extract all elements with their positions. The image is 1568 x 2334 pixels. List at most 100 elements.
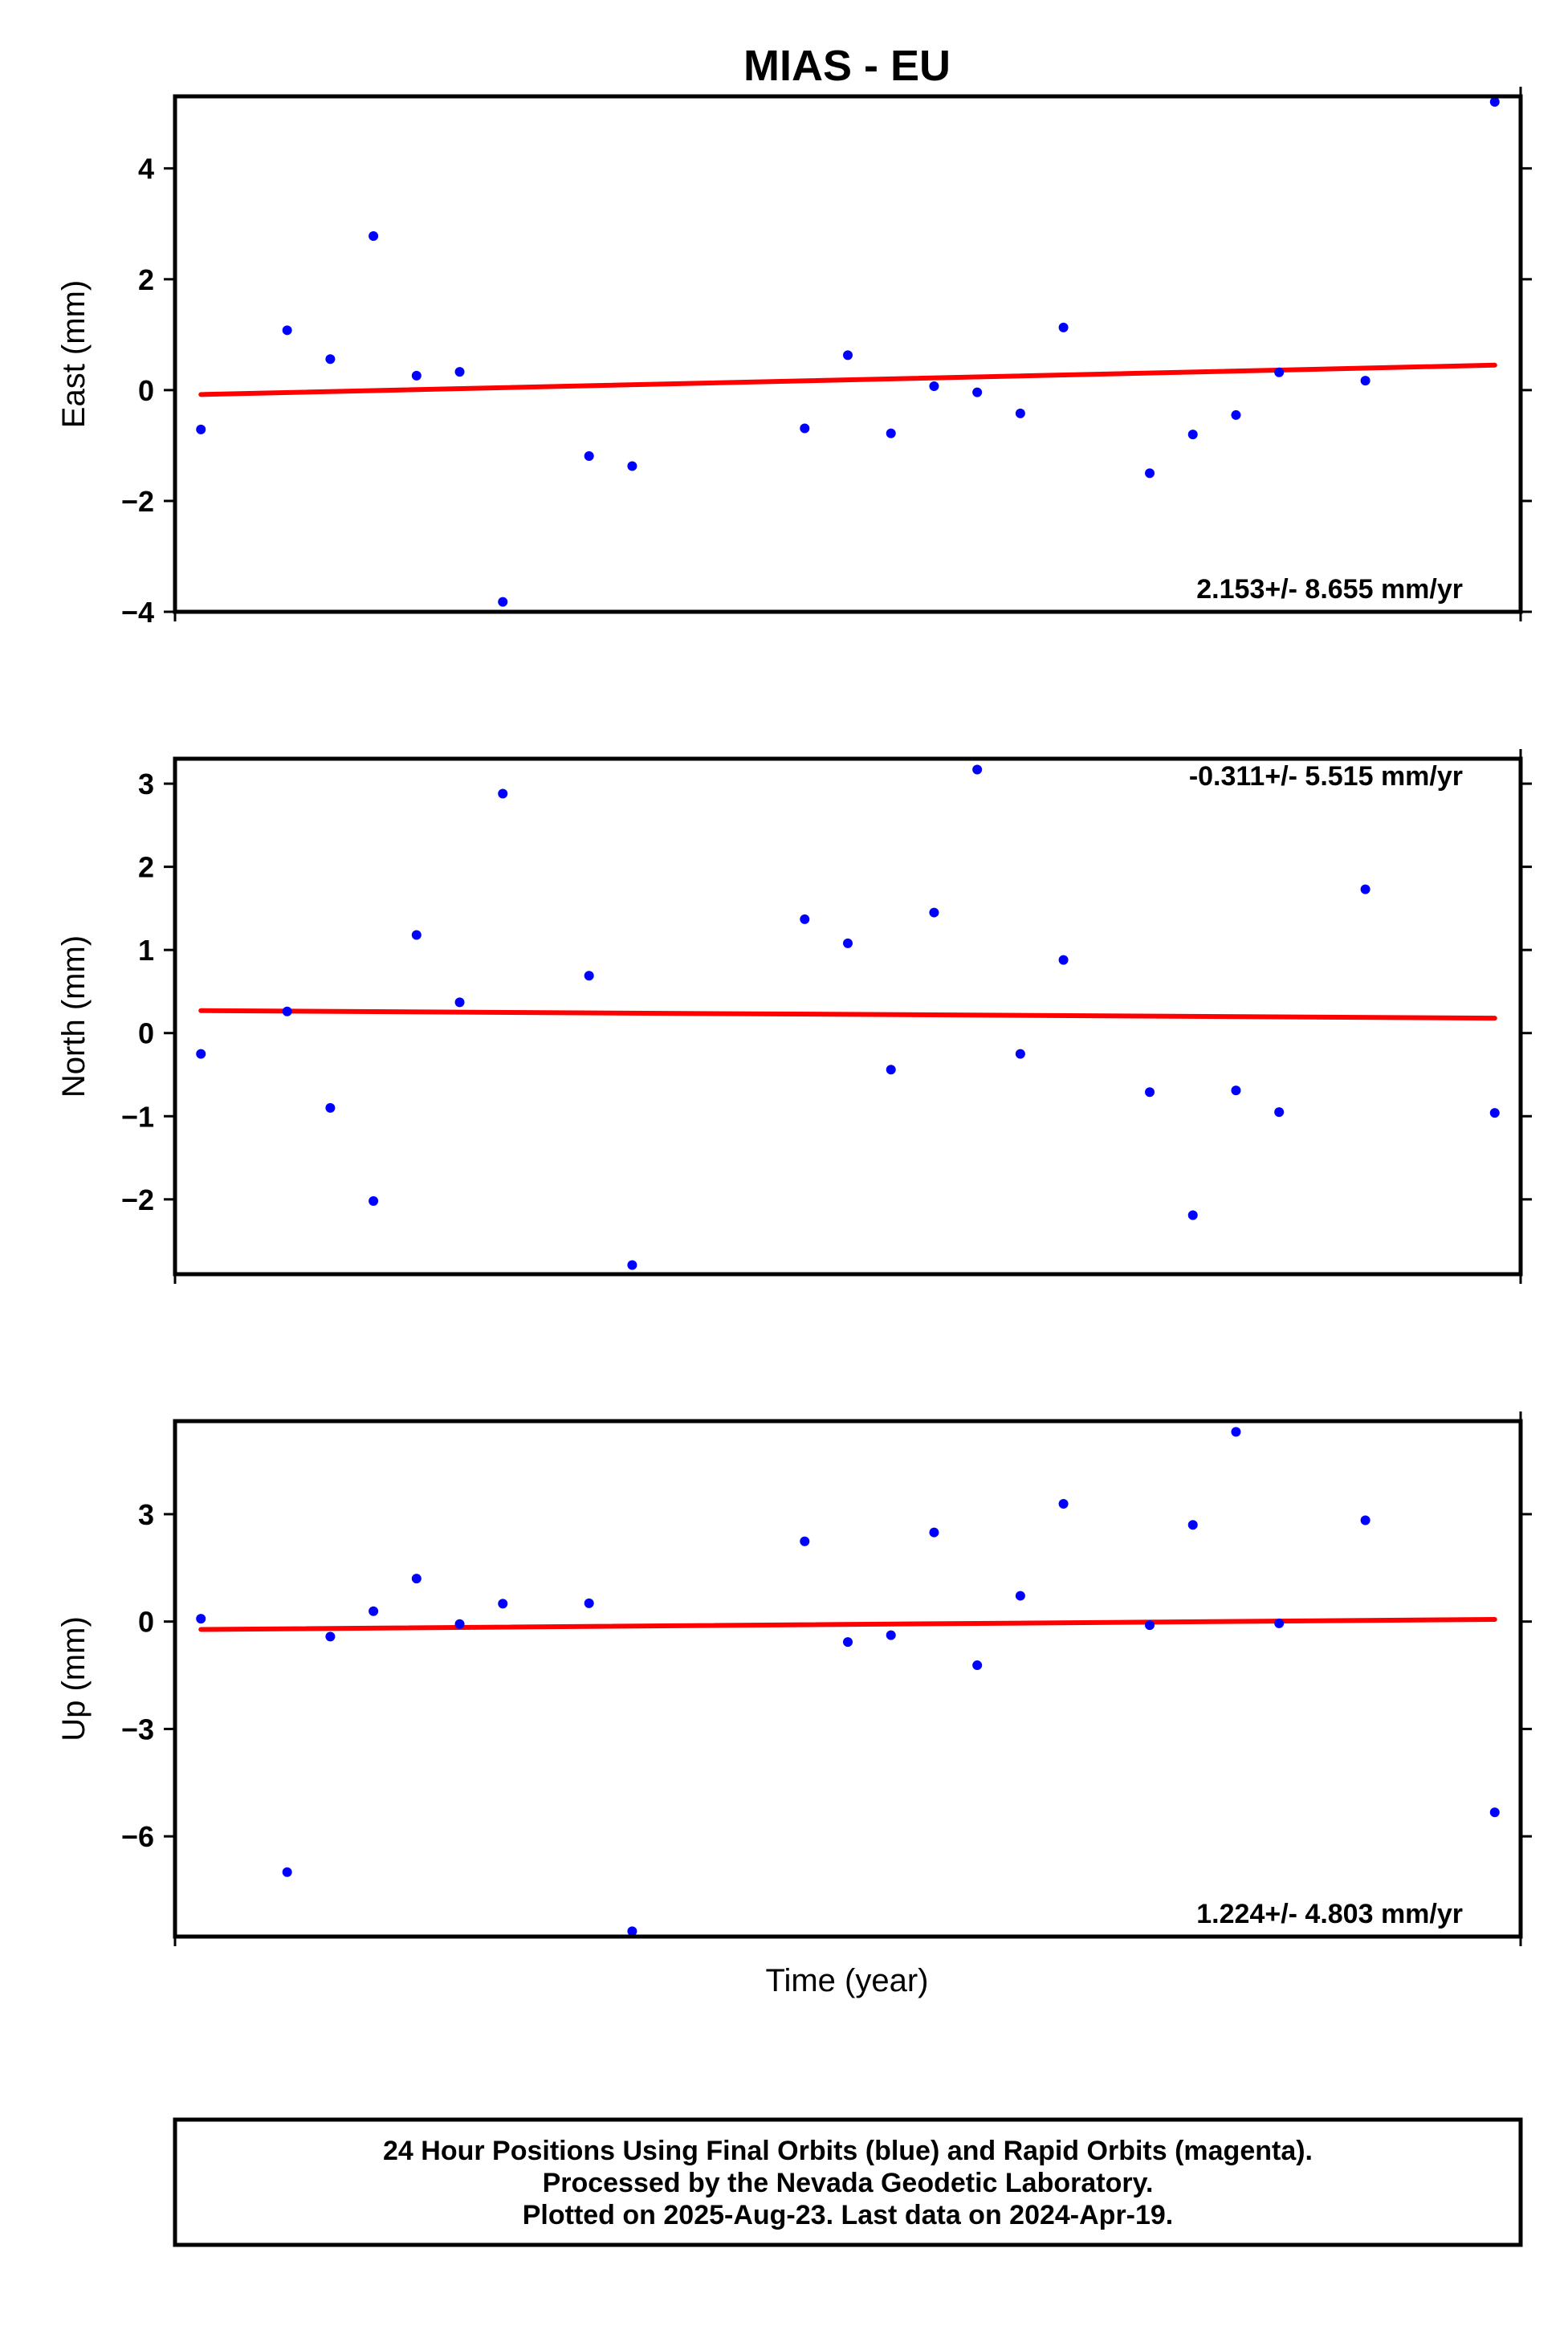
up-data-point: [1058, 1498, 1069, 1509]
up-data-point: [325, 1631, 336, 1642]
east-data-point: [1360, 376, 1370, 386]
east-data-point: [1145, 468, 1155, 479]
up-data-point: [1187, 1520, 1198, 1530]
east-data-point: [972, 387, 983, 397]
east-tick-label: 0: [138, 374, 154, 407]
north-data-point: [1489, 1108, 1500, 1118]
up-plot-frame: [173, 1419, 1523, 1939]
up-data-point: [454, 1619, 465, 1629]
x-axis-label: Time (year): [766, 1963, 929, 1998]
north-tick-label: 3: [138, 768, 154, 800]
east-data-point: [1489, 96, 1500, 107]
north-tick-label: −2: [121, 1183, 154, 1216]
up-rate-annotation: 1.224+/- 4.803 mm/yr: [1196, 1899, 1463, 1929]
up-tick-label: −3: [121, 1713, 154, 1745]
up-data-point: [196, 1614, 206, 1624]
footer-line-1: 24 Hour Positions Using Final Orbits (bl…: [383, 2136, 1313, 2166]
east-tick-label: −4: [121, 596, 154, 629]
north-data-point: [498, 788, 508, 799]
east-data-point: [196, 424, 206, 434]
north-data-point: [584, 971, 594, 981]
up-tick-label: 0: [138, 1606, 154, 1639]
east-data-point: [584, 451, 594, 462]
north-data-point: [1145, 1087, 1155, 1098]
east-data-point: [325, 354, 336, 365]
north-data-point: [369, 1196, 379, 1206]
east-tick-label: 4: [138, 153, 154, 185]
up-trend-line: [198, 1616, 1497, 1632]
east-data-point: [282, 325, 292, 336]
north-tick-label: −1: [121, 1100, 154, 1133]
east-data-point: [886, 428, 896, 438]
east-panel: −4 −2 0 2 4 East (mm) 2.153+/- 8.655 mm/yr: [56, 87, 1532, 629]
east-data-point: [498, 597, 508, 607]
east-data-point: [411, 370, 422, 381]
north-data-point: [972, 764, 983, 775]
north-data-point: [1187, 1210, 1198, 1220]
north-data-point: [282, 1006, 292, 1016]
north-y-axis-label: North (mm): [56, 935, 92, 1098]
up-tick-label: 3: [138, 1498, 154, 1531]
chart-title: MIAS - EU: [743, 42, 951, 90]
north-data-point: [843, 938, 853, 948]
east-data-point: [929, 381, 939, 392]
east-rate-annotation: 2.153+/- 8.655 mm/yr: [1196, 574, 1463, 605]
footer-box: 24 Hour Positions Using Final Orbits (bl…: [173, 2117, 1523, 2247]
east-y-axis-label: East (mm): [56, 280, 92, 428]
up-data-point: [584, 1598, 594, 1608]
footer-line-3: Plotted on 2025-Aug-23. Last data on 202…: [523, 2200, 1174, 2230]
east-data-point: [1058, 322, 1069, 332]
up-data-point: [929, 1527, 939, 1538]
north-data-point: [627, 1260, 637, 1270]
east-trend-line: [198, 362, 1497, 397]
up-tick-label: −6: [121, 1820, 154, 1853]
up-data-point: [800, 1536, 810, 1546]
footer-frame: [173, 2117, 1523, 2247]
east-tick-label: −2: [121, 485, 154, 518]
up-data-point: [369, 1606, 379, 1616]
north-data-point: [411, 930, 422, 940]
up-y-axis-label: Up (mm): [56, 1616, 92, 1741]
up-data-point: [1145, 1620, 1155, 1631]
up-data-point: [411, 1574, 422, 1584]
north-data-point: [886, 1065, 896, 1075]
up-data-point: [1360, 1515, 1370, 1525]
up-data-point: [1489, 1807, 1500, 1818]
up-panel: −6 −3 0 3 Up (mm) 1.224+/- 4.803 mm/yr: [56, 1411, 1532, 1946]
north-data-point: [1015, 1049, 1025, 1059]
east-data-point: [1231, 409, 1241, 420]
north-tick-label: 1: [138, 934, 154, 967]
east-tick-label: 2: [138, 263, 154, 296]
east-data-point: [454, 367, 465, 377]
north-data-point: [454, 997, 465, 1008]
north-tick-label: 2: [138, 851, 154, 884]
up-data-point: [1231, 1427, 1241, 1437]
north-panel: −2 −1 0 1 2 3 North (mm) -0.311+/- 5.515 mm/yr: [56, 749, 1532, 1284]
east-data-point: [627, 461, 637, 471]
north-data-point: [1274, 1107, 1285, 1118]
up-data-point: [498, 1599, 508, 1609]
north-plot-frame: [173, 756, 1523, 1277]
east-data-point: [1015, 408, 1025, 418]
east-data-point: [843, 350, 853, 360]
north-trend-line: [198, 1008, 1497, 1021]
east-data-point: [1274, 367, 1285, 377]
north-data-point: [196, 1049, 206, 1059]
up-data-point: [1274, 1618, 1285, 1628]
north-data-point: [1058, 955, 1069, 965]
north-data-point: [929, 907, 939, 918]
north-data-point: [325, 1102, 336, 1113]
up-data-point: [282, 1867, 292, 1877]
east-plot-frame: [173, 94, 1523, 614]
north-tick-label: 0: [138, 1017, 154, 1050]
north-data-point: [800, 914, 810, 924]
footer-line-2: Processed by the Nevada Geodetic Laborat…: [543, 2168, 1154, 2198]
north-data-point: [1360, 884, 1370, 894]
up-data-point: [843, 1637, 853, 1648]
up-data-point: [1015, 1591, 1025, 1601]
up-data-point: [972, 1660, 983, 1671]
north-rate-annotation: -0.311+/- 5.515 mm/yr: [1189, 761, 1463, 792]
up-data-point: [627, 1926, 637, 1937]
